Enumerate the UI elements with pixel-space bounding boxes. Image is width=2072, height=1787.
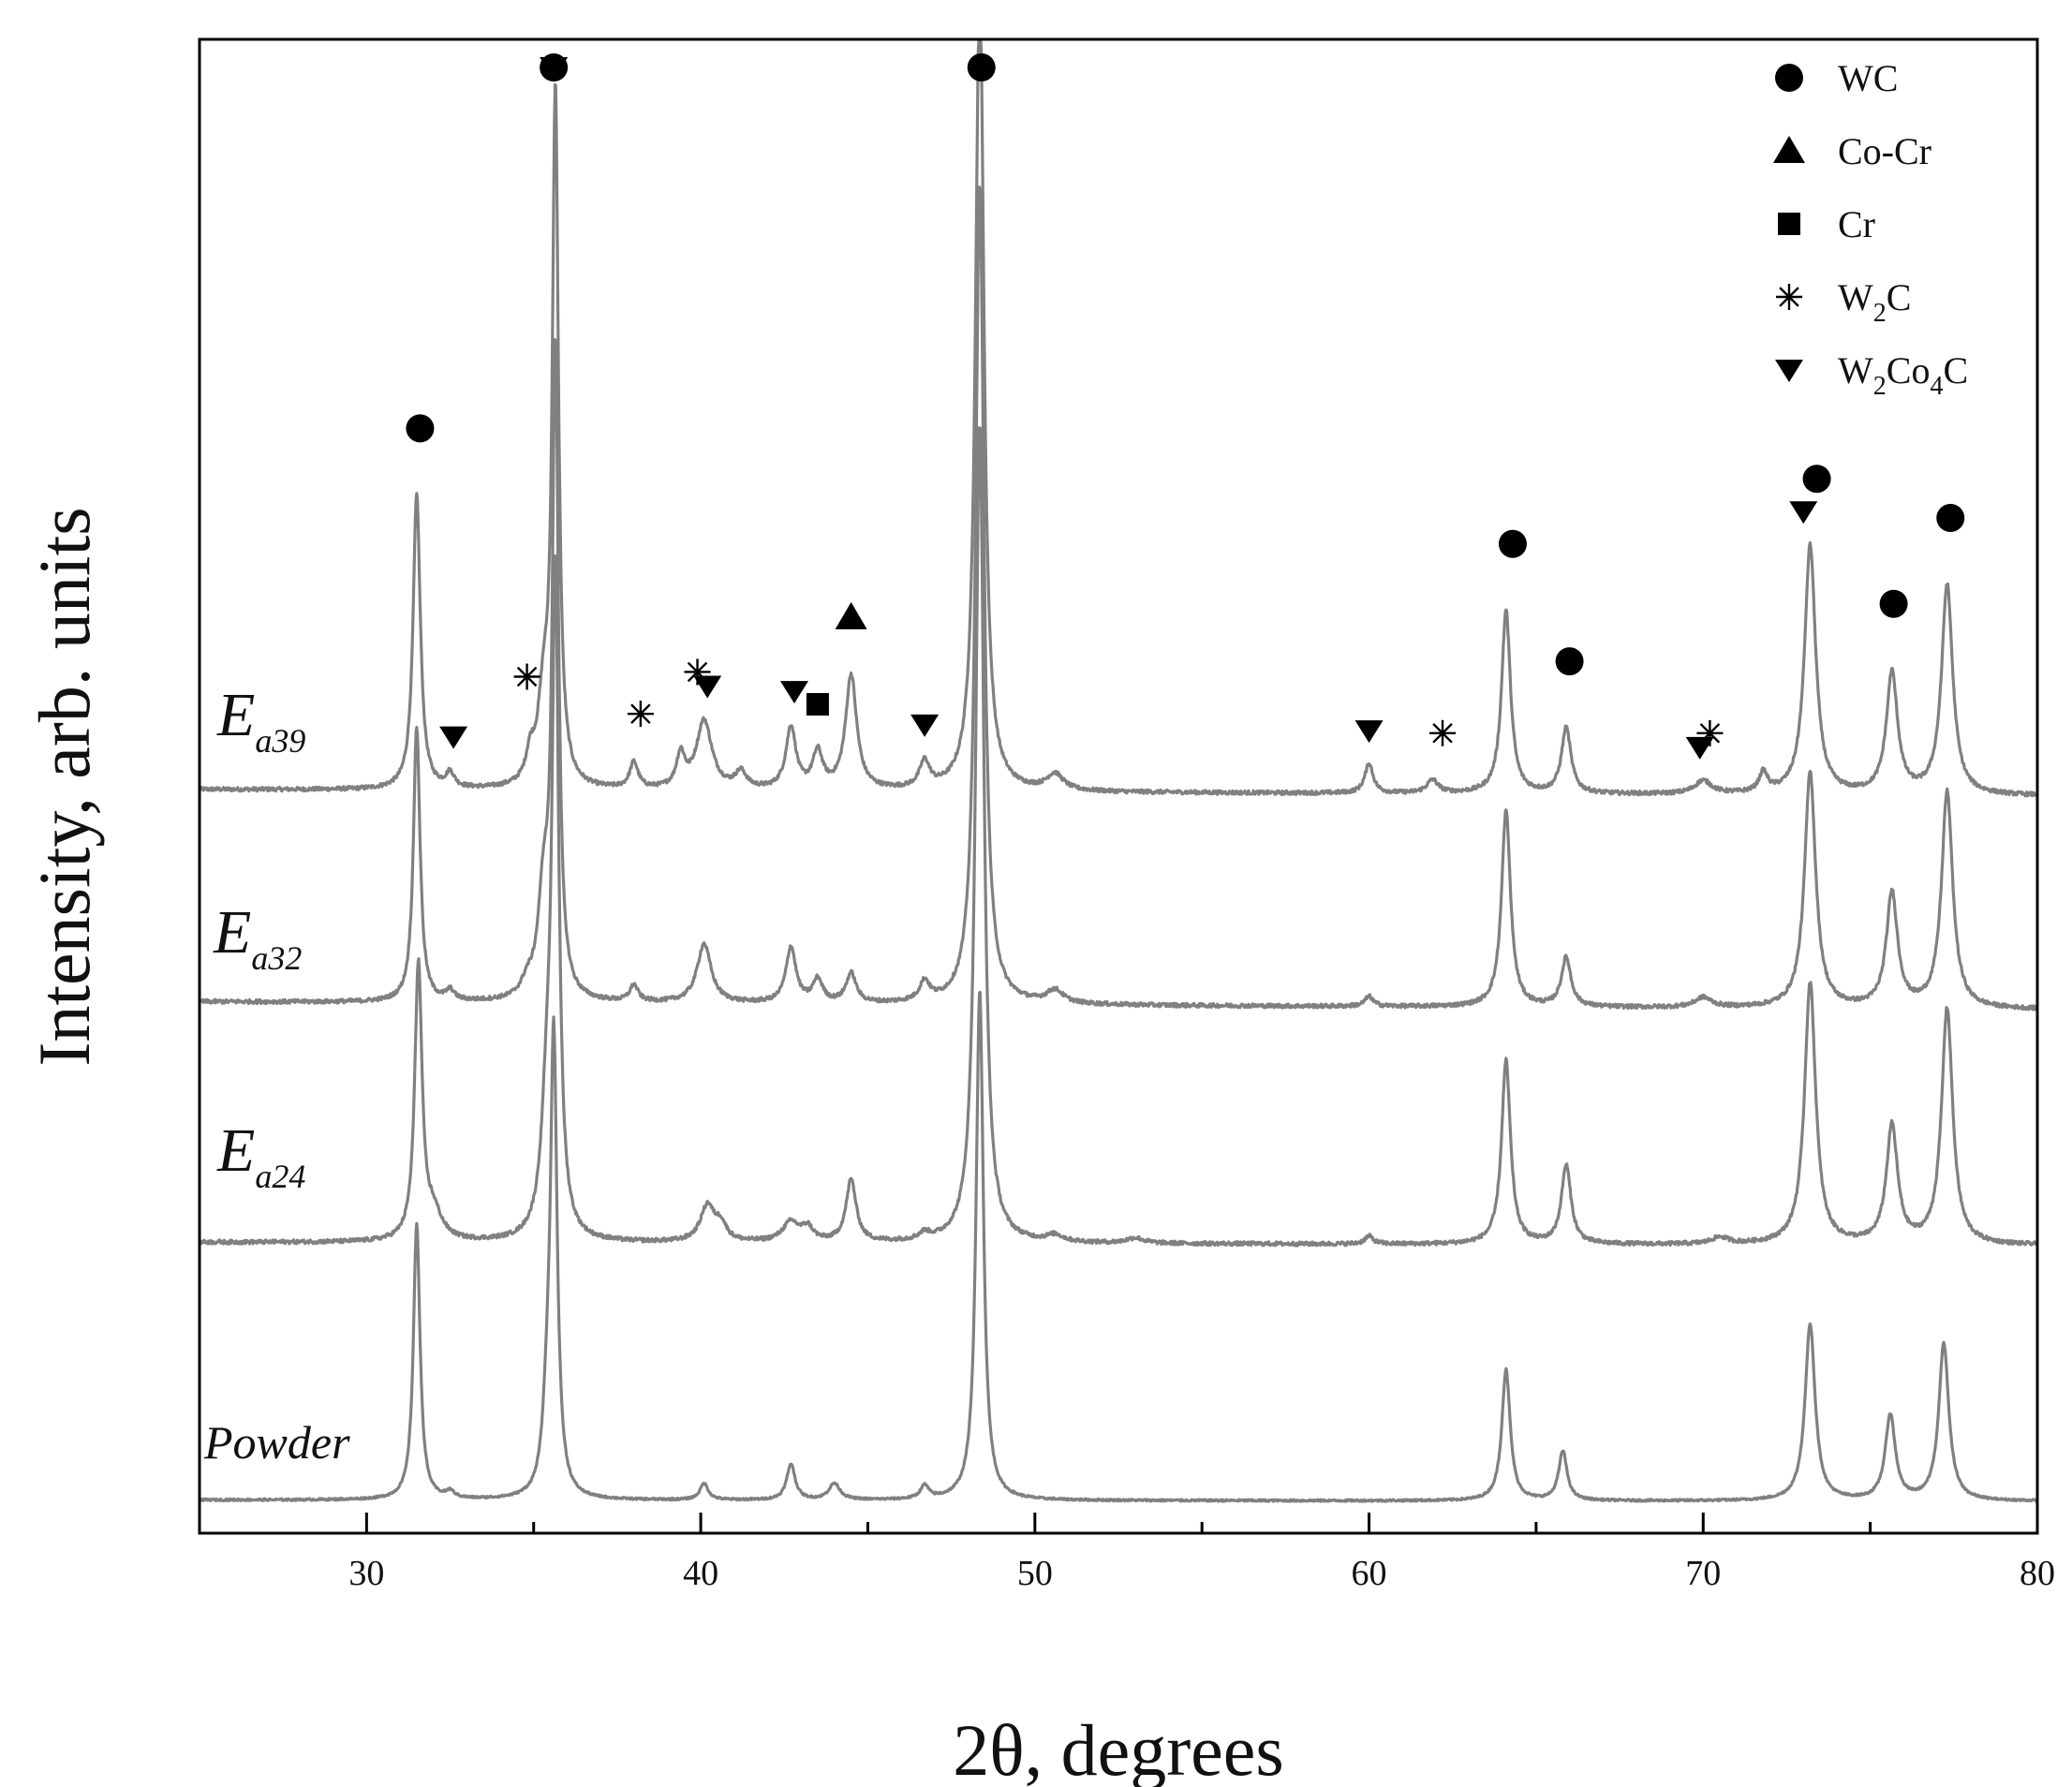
legend-label: WC — [1838, 57, 1898, 99]
legend-label: Co-Cr — [1838, 130, 1931, 172]
phase-marker-wc — [1936, 504, 1965, 533]
phase-marker-wc — [1879, 589, 1908, 618]
sample-label: Ea32 — [213, 898, 302, 977]
phase-marker-wc — [1802, 465, 1831, 494]
phase-marker-w2co4c — [1685, 736, 1714, 760]
x-tick-label: 80 — [2020, 1554, 2055, 1593]
phase-marker-w2co4c — [693, 675, 722, 699]
sample-label: Powder — [203, 1416, 350, 1469]
x-axis-title: 2θ, degrees — [953, 1709, 1284, 1787]
x-tick-label: 40 — [683, 1554, 718, 1593]
phase-marker-w2c — [1429, 719, 1457, 746]
series-lines — [198, 39, 2039, 1503]
phase-marker-w2co4c — [1354, 720, 1384, 744]
legend: WC Co-Cr Cr W2C W2Co4C — [1773, 57, 1968, 401]
series-line-3 — [198, 426, 2039, 1248]
phase-marker-w2co4c — [540, 57, 569, 80]
phase-marker-w2co4c — [1789, 501, 1818, 524]
legend-label: W2Co4C — [1838, 349, 1968, 401]
phase-markers — [406, 53, 1965, 760]
x-tick-label: 50 — [1017, 1554, 1053, 1593]
x-tick-label: 70 — [1685, 1554, 1721, 1593]
x-tick-label: 60 — [1352, 1554, 1387, 1593]
legend-marker — [1775, 64, 1803, 92]
legend-label: W2C — [1838, 276, 1911, 328]
legend-marker — [1778, 213, 1800, 235]
phase-marker-wc — [967, 53, 996, 81]
phase-marker-wc — [1498, 529, 1527, 558]
phase-marker-w2c — [627, 701, 654, 728]
phase-marker-w2co4c — [439, 726, 468, 749]
x-axis-ticks: 30 40 50 60 70 80 — [198, 1513, 2055, 1593]
phase-marker-wc — [1555, 647, 1584, 676]
phase-marker-w2co4c — [910, 714, 940, 737]
sample-label: Ea39 — [216, 681, 305, 760]
y-axis-title: Intensity, arb. units — [23, 507, 105, 1066]
sample-labels: Ea39 Ea32 Ea24 Powder — [203, 681, 350, 1469]
phase-marker-w2c — [513, 663, 540, 690]
phase-marker-wc — [406, 414, 435, 443]
legend-marker — [1773, 136, 1805, 163]
series-line-1 — [198, 39, 2038, 798]
phase-marker-cr — [806, 692, 829, 716]
phase-marker-co-cr — [835, 601, 867, 629]
legend-marker — [1776, 284, 1802, 310]
sample-label: Ea24 — [216, 1116, 305, 1195]
series-line-4 — [199, 990, 2039, 1503]
series-line-2 — [198, 185, 2039, 1012]
plot-frame — [198, 37, 2039, 1535]
legend-label: Cr — [1838, 203, 1875, 245]
phase-marker-w2co4c — [779, 681, 808, 704]
x-tick-label: 30 — [348, 1554, 384, 1593]
legend-marker — [1775, 360, 1803, 382]
